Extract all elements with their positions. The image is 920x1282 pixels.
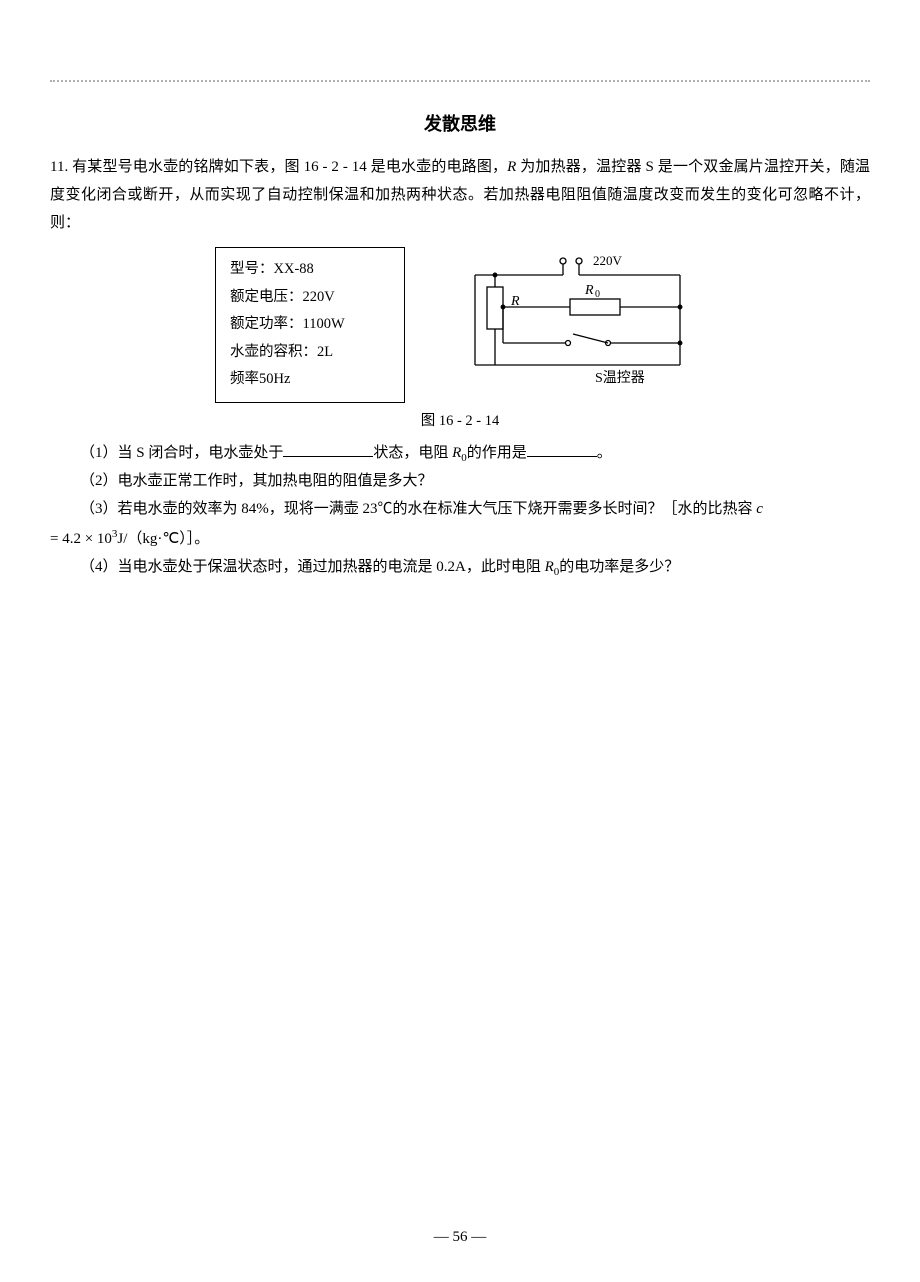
q4-part2: 的电功率是多少？ (559, 559, 679, 575)
page-number: — 56 — (0, 1229, 920, 1246)
svg-text:R: R (584, 283, 594, 298)
q1-prefix: （1）当 S 闭合时，电水壶处于 (80, 445, 283, 461)
q3-p2-suffix: J/（kg·℃）］。 (117, 531, 209, 547)
q1-blank-2 (527, 441, 597, 457)
q4-part1: （4）当电水壶处于保温状态时，通过加热器的电流是 0.2A，此时电阻 (80, 559, 545, 575)
question-1: （1）当 S 闭合时，电水壶处于状态，电阻 R0的作用是。 (50, 440, 870, 468)
divider-dotted (50, 80, 870, 82)
nameplate-freq: 频率50Hz (230, 366, 390, 394)
nameplate-capacity: 水壶的容积：2L (230, 339, 390, 367)
power-label: 额定功率： (230, 316, 303, 332)
svg-text:S温控器: S温控器 (595, 370, 645, 386)
freq-value: 50Hz (259, 371, 290, 387)
problem-text-1: 有某型号电水壶的铭牌如下表，图 16 - 2 - 14 是电水壶的电路图， (72, 159, 507, 175)
q1-mid: 状态，电阻 (373, 445, 452, 461)
question-4: （4）当电水壶处于保温状态时，通过加热器的电流是 0.2A，此时电阻 R0的电功… (50, 554, 870, 582)
problem-opening: 11. 有某型号电水壶的铭牌如下表，图 16 - 2 - 14 是电水壶的电路图… (50, 159, 870, 231)
figure-area: 型号：XX-88 额定电压：220V 额定功率：1100W 水壶的容积：2L 频… (50, 247, 870, 403)
nameplate-box: 型号：XX-88 额定电压：220V 额定功率：1100W 水壶的容积：2L 频… (215, 247, 405, 403)
capacity-label: 水壶的容积： (230, 344, 317, 360)
problem-number: 11. (50, 159, 68, 175)
voltage-value: 220V (303, 289, 335, 305)
model-value: XX-88 (274, 261, 314, 277)
capacity-value: 2L (317, 344, 333, 360)
figure-caption: 图 16 - 2 - 14 (50, 409, 870, 430)
q1-blank-1 (283, 441, 373, 457)
nameplate-power: 额定功率：1100W (230, 311, 390, 339)
q3-part1: （3）若电水壶的效率为 84%，现将一满壶 23℃的水在标准大气压下烧开需要多长… (80, 501, 756, 517)
symbol-R: R (507, 159, 516, 175)
problem-statement: 11. 有某型号电水壶的铭牌如下表，图 16 - 2 - 14 是电水壶的电路图… (50, 154, 870, 237)
q1-R0-base: R (452, 445, 461, 461)
q3-p2-prefix: = 4.2 × 10 (50, 531, 112, 547)
voltage-label: 额定电压： (230, 289, 303, 305)
question-2: （2）电水壶正常工作时，其加热电阻的阻值是多大？ (50, 468, 870, 496)
freq-label: 频率 (230, 371, 259, 387)
power-value: 1100W (303, 316, 345, 332)
svg-text:0: 0 (595, 289, 600, 300)
svg-text:220V: 220V (593, 253, 623, 268)
q3-line2: = 4.2 × 103J/（kg·℃）］。 (50, 531, 209, 547)
nameplate-voltage: 额定电压：220V (230, 284, 390, 312)
q1-end: 。 (597, 445, 612, 461)
q4-R0-base: R (545, 559, 554, 575)
circuit-diagram: 220V R (445, 247, 705, 397)
model-label: 型号： (230, 261, 274, 277)
q1-after: 的作用是 (467, 445, 527, 461)
page-content: 发散思维 11. 有某型号电水壶的铭牌如下表，图 16 - 2 - 14 是电水… (0, 0, 920, 582)
question-3: （3）若电水壶的效率为 84%，现将一满壶 23℃的水在标准大气压下烧开需要多长… (50, 496, 870, 554)
q3-c: c (756, 501, 763, 517)
section-title: 发散思维 (50, 110, 870, 136)
nameplate-model: 型号：XX-88 (230, 256, 390, 284)
